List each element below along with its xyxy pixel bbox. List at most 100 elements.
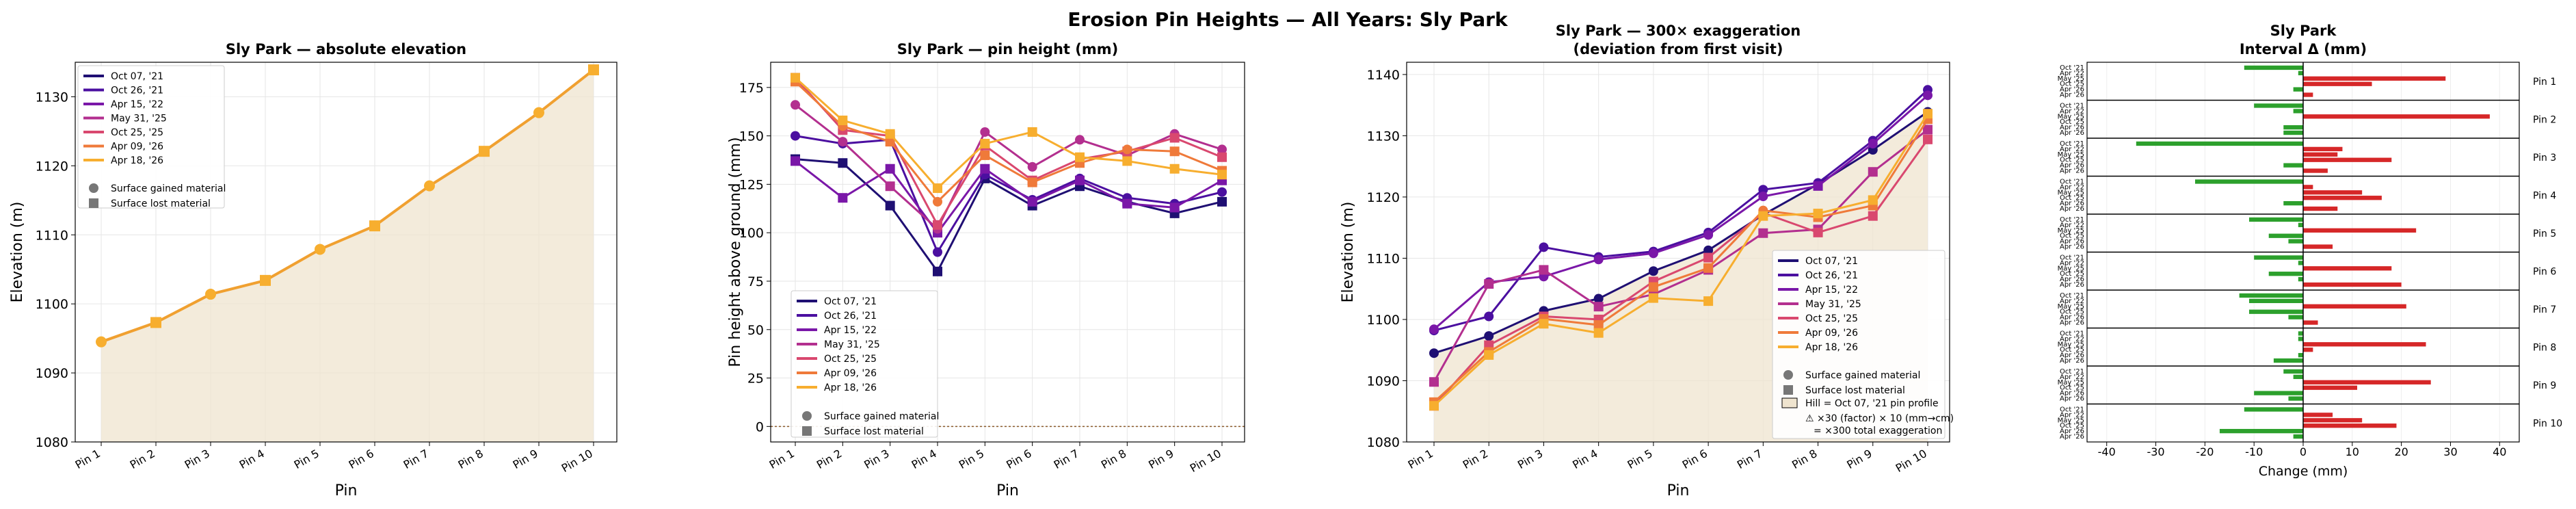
data-marker-circle — [96, 336, 107, 348]
legend-entry: Apr 15, '22 — [111, 99, 163, 110]
y-tick-label: 1120 — [1367, 190, 1400, 205]
interval-tick-label: May '25 — [2058, 75, 2084, 83]
interval-bar — [2288, 396, 2303, 401]
data-marker-circle — [1593, 293, 1604, 304]
interval-tick-label: May '25 — [2058, 227, 2084, 235]
interval-bar — [2303, 385, 2357, 390]
x-tick-label: Pin 9 — [1146, 447, 1176, 471]
interval-bar — [2288, 239, 2303, 244]
interval-tick-label: Apr '26 — [2060, 92, 2084, 99]
data-marker-square — [1075, 152, 1085, 162]
legend-entry: Oct 26, '21 — [1805, 270, 1858, 281]
interval-tick-label: Apr '26 — [2060, 281, 2084, 289]
x-tick-label: Pin 4 — [909, 447, 939, 471]
legend-entry-lost: Surface lost material — [1805, 385, 1905, 396]
data-marker-circle — [1593, 254, 1604, 265]
interval-tick-label: Apr '22 — [2060, 259, 2084, 267]
interval-bar — [2268, 272, 2303, 276]
x-tick-label: Pin 4 — [237, 447, 267, 471]
x-tick-label: Pin 9 — [511, 447, 540, 471]
y-tick-label: 125 — [739, 177, 764, 192]
data-marker-circle — [1429, 324, 1439, 335]
data-marker-square — [933, 183, 942, 194]
legend-note-total: = ×300 total exaggeration — [1814, 426, 1942, 436]
data-marker-circle — [838, 137, 848, 147]
interval-tick-label: Apr '22 — [2060, 335, 2084, 343]
axes-frame — [2086, 62, 2520, 443]
interval-tick-label: May '25 — [2058, 303, 2084, 311]
x-tick-label: -40 — [2098, 445, 2116, 458]
interval-tick-label: Oct '21 — [2060, 140, 2084, 148]
interval-tick-label: Apr '26 — [2060, 238, 2084, 246]
interval-bar — [2298, 337, 2303, 341]
legend-circle-marker — [1783, 370, 1793, 380]
data-marker-square — [1217, 152, 1227, 162]
data-marker-square — [1813, 181, 1823, 191]
interval-bar — [2254, 103, 2303, 108]
interval-tick-label: Apr '26 — [2060, 314, 2084, 322]
interval-tick-label: Apr '26 — [2060, 205, 2084, 213]
data-marker-square — [1429, 377, 1439, 387]
interval-bar — [2288, 315, 2303, 319]
data-marker-circle — [1648, 266, 1658, 276]
interval-bar — [2254, 391, 2303, 395]
interval-tick-label: Oct '21 — [2060, 178, 2084, 185]
interval-bar — [2293, 374, 2303, 380]
axes-frame — [770, 62, 1245, 443]
panel-title: Sly Park — [2270, 23, 2337, 39]
data-marker-square — [1169, 164, 1180, 174]
data-marker-circle — [533, 107, 544, 118]
interval-tick-label: Oct '25 — [2060, 346, 2084, 354]
data-marker-circle — [1703, 230, 1714, 240]
interval-bar — [2249, 298, 2303, 304]
legend-box — [1772, 250, 1946, 439]
interval-tick-label: Apr '26 — [2060, 352, 2084, 359]
legend-entry-gained: Surface gained material — [824, 411, 939, 422]
legend-entry: Apr 09, '26 — [824, 368, 877, 379]
interval-bar — [2298, 276, 2303, 282]
x-tick-label: Pin 8 — [456, 447, 486, 471]
panel-subtitle: (deviation from first visit) — [1574, 41, 1783, 57]
interval-tick-label: May '25 — [2058, 265, 2084, 272]
series-line — [794, 77, 1223, 190]
legend-entry: Apr 18, '26 — [111, 155, 163, 166]
data-marker-square — [1648, 282, 1658, 292]
x-tick-label: Pin 6 — [1004, 447, 1033, 471]
interval-tick-label: Apr '26 — [2060, 428, 2084, 435]
data-marker-circle — [1758, 192, 1768, 202]
interval-bar — [2244, 65, 2303, 70]
interval-tick-label: Apr '26 — [2060, 168, 2084, 175]
data-marker-square — [1758, 228, 1768, 238]
x-tick-label: Pin 5 — [957, 447, 986, 471]
interval-tick-label: Oct '21 — [2060, 406, 2084, 413]
interval-bar — [2273, 358, 2303, 363]
y-tick-label: 75 — [747, 274, 764, 289]
y-tick-label: 1080 — [1367, 435, 1400, 450]
data-marker-circle — [1075, 135, 1085, 145]
data-marker-circle — [205, 289, 216, 300]
data-marker-square — [260, 274, 271, 286]
x-tick-label: Pin 9 — [1844, 447, 1874, 471]
group-label: Pin 6 — [2533, 266, 2556, 277]
interval-bar — [2293, 434, 2303, 439]
x-tick-label: Pin 5 — [292, 447, 321, 471]
x-tick-label: -30 — [2147, 445, 2164, 458]
interval-bar — [2303, 348, 2313, 352]
y-tick-label: 1090 — [1367, 374, 1400, 389]
interval-tick-label: May '25 — [2058, 151, 2084, 159]
interval-tick-label: Apr '22 — [2060, 183, 2084, 191]
data-marker-circle — [1217, 144, 1227, 155]
y-tick-label: 1080 — [36, 435, 68, 450]
interval-tick-label: Apr '26 — [2060, 200, 2084, 207]
legend-entry-lost: Surface lost material — [111, 198, 211, 209]
x-tick-label: Pin 8 — [1790, 447, 1819, 471]
panel-pin-height: 0 25 50 75 100 125 150 175 Pin 1 Pin 2 Pin 3 Pin 4 P… — [727, 41, 1245, 499]
legend-box — [77, 65, 225, 209]
interval-tick-label: Apr '22 — [2060, 411, 2084, 419]
legend-square-marker — [802, 426, 812, 436]
data-marker-square — [1169, 133, 1180, 143]
legend-square-marker — [89, 198, 98, 208]
series-line — [795, 135, 1223, 254]
interval-tick-label: Oct '25 — [2060, 194, 2084, 202]
interval-tick-label: May '25 — [2058, 417, 2084, 424]
